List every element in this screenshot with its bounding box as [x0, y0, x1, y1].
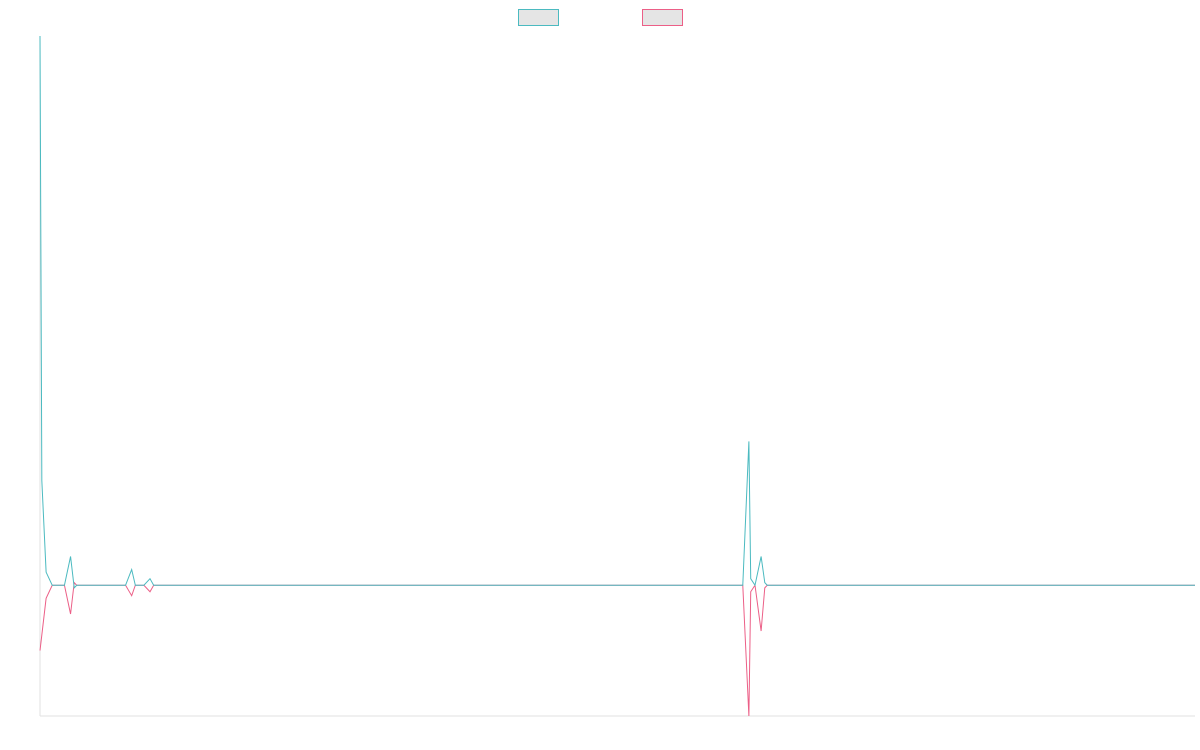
series-line [39, 35, 1195, 589]
legend-swatch[interactable] [642, 9, 683, 26]
legend-swatch[interactable] [518, 9, 559, 26]
legend-item[interactable] [642, 9, 683, 26]
series-line [39, 581, 1195, 717]
legend-item[interactable] [518, 9, 559, 26]
series-layer [39, 35, 1195, 717]
legend[interactable] [518, 9, 683, 26]
axes [39, 36, 1195, 717]
